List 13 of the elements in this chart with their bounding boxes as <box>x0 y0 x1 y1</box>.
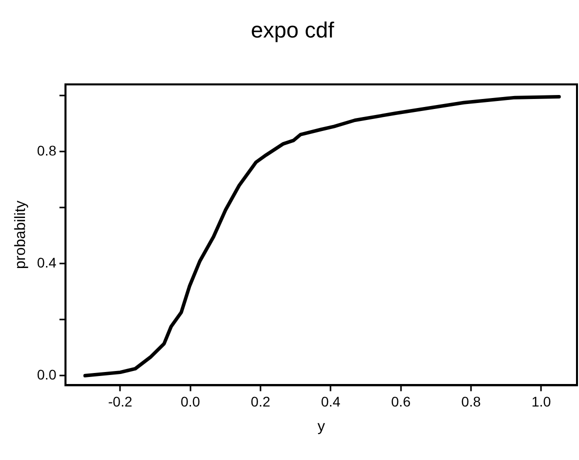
x-tick-label: 0.8 <box>461 393 481 410</box>
y-tick-label: 0.8 <box>36 142 57 158</box>
x-tick-label: -0.2 <box>108 393 132 410</box>
x-tick-label: 0.2 <box>250 393 270 410</box>
x-axis-title: y <box>317 418 326 436</box>
x-tick-label: 0.6 <box>391 393 411 410</box>
x-tick-label: 1.0 <box>531 393 552 410</box>
y-axis-title: probability <box>12 200 30 269</box>
y-tick-label: 0.4 <box>36 254 57 271</box>
x-tick-label: 0.4 <box>320 393 341 410</box>
chart-title: expo cdf <box>250 17 335 42</box>
x-tick-label: 0.0 <box>180 393 200 410</box>
y-tick-label: 0.0 <box>36 366 57 383</box>
